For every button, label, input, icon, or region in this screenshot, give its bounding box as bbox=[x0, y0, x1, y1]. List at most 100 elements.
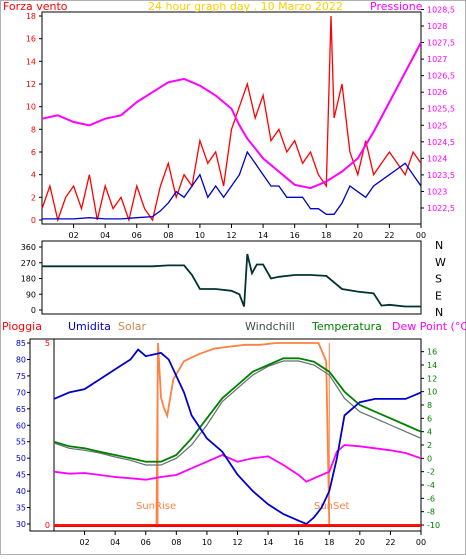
pressure-y-tick-label: 1025 bbox=[427, 121, 447, 130]
windchill-series-line bbox=[53, 360, 422, 466]
pressure-axis-label: Pressione bbox=[370, 0, 423, 13]
humidity-y-tick-label: 85 bbox=[16, 339, 26, 348]
wind-x-tick-label: 04 bbox=[100, 231, 110, 240]
legend-umidita: Umidita bbox=[68, 320, 111, 333]
temperature-y-tick-label: -8 bbox=[427, 508, 435, 517]
sunset-label: SunSet bbox=[314, 501, 350, 512]
compass-label: S bbox=[435, 273, 442, 286]
humidity-y-tick-label: 75 bbox=[16, 372, 26, 381]
chart-title: 24 hour graph day . 10 Marzo 2022 bbox=[148, 0, 343, 13]
wind-x-tick-label: 00 bbox=[416, 231, 426, 240]
temperature-x-tick-label: 10 bbox=[202, 538, 212, 547]
temperature-y-tick-label: 6 bbox=[427, 414, 432, 423]
temperature-y-tick-label: 0 bbox=[427, 454, 432, 463]
pressure-y-tick-label: 1028,5 bbox=[427, 5, 455, 14]
legend-temperatura: Temperatura bbox=[311, 320, 382, 333]
temperature-y-tick-label: 10 bbox=[427, 388, 437, 397]
wind-x-tick-label: 18 bbox=[321, 231, 331, 240]
wind-y-tick-label: 18 bbox=[26, 12, 36, 21]
pressure-y-tick-label: 1022,5 bbox=[427, 204, 455, 213]
direction-y-tick-label: 270 bbox=[21, 259, 36, 268]
wind-pressure-ticks: 0246810121416181022,510231023,510241024,… bbox=[26, 5, 455, 240]
temperature-series bbox=[53, 342, 422, 526]
legend-pioggia: Pioggia bbox=[2, 320, 42, 333]
humidity-series-line bbox=[53, 348, 422, 526]
direction-series bbox=[42, 253, 421, 308]
temperature-x-tick-label: 00 bbox=[416, 538, 426, 547]
temperature-y-tick-label: 4 bbox=[427, 428, 432, 437]
temperature-y-tick-label: -6 bbox=[427, 494, 435, 503]
wind-y-tick-label: 10 bbox=[26, 103, 36, 112]
temperature-x-tick-label: 18 bbox=[324, 538, 334, 547]
humidity-y-tick-label: 35 bbox=[16, 504, 26, 513]
humidity-y-tick-label: 45 bbox=[16, 471, 26, 480]
pressure-series-line bbox=[41, 42, 422, 190]
direction-series-line bbox=[42, 253, 421, 308]
direction-y-tick-label: 0 bbox=[31, 306, 36, 315]
wind-y-tick-label: 4 bbox=[31, 171, 36, 180]
compass-label: W bbox=[435, 256, 446, 269]
temperature-x-tick-label: 08 bbox=[171, 538, 181, 547]
temperature-y-tick-label: 2 bbox=[427, 441, 432, 450]
wind-y-tick-label: 0 bbox=[31, 216, 36, 225]
wind-y-tick-label: 12 bbox=[26, 80, 36, 89]
direction-y-tick-label: 180 bbox=[21, 275, 36, 284]
pioggia-y-tick-label: 5 bbox=[45, 339, 50, 348]
legend-windchill: Windchill bbox=[245, 320, 295, 333]
wind-x-tick-label: 06 bbox=[132, 231, 142, 240]
wind-x-tick-label: 14 bbox=[258, 231, 268, 240]
pressure-y-tick-label: 1026,5 bbox=[427, 72, 455, 81]
temperature-x-tick-label: 14 bbox=[263, 538, 273, 547]
pressure-y-tick-label: 1023 bbox=[427, 187, 447, 196]
temperature-x-tick-label: 04 bbox=[110, 538, 120, 547]
humidity-y-tick-label: 80 bbox=[16, 355, 26, 364]
temperature-x-tick-label: 16 bbox=[294, 538, 304, 547]
temperature-y-tick-label: 8 bbox=[427, 401, 432, 410]
wind-x-tick-label: 20 bbox=[353, 231, 363, 240]
pressure-y-tick-label: 1026 bbox=[427, 88, 447, 97]
temperature-y-tick-label: -10 bbox=[427, 521, 440, 530]
wind-y-tick-label: 6 bbox=[31, 148, 36, 157]
wind-x-tick-label: 22 bbox=[384, 231, 394, 240]
humidity-y-tick-label: 30 bbox=[16, 520, 26, 529]
compass-label: N bbox=[435, 239, 443, 252]
temperature-x-tick-label: 22 bbox=[385, 538, 395, 547]
legend-dew-point: Dew Point (°C) bbox=[392, 320, 466, 333]
compass-label: E bbox=[435, 289, 442, 302]
direction-plot-frame bbox=[41, 240, 422, 315]
wind-pressure-series bbox=[41, 15, 422, 223]
temperature-x-tick-label: 02 bbox=[79, 538, 89, 547]
pioggia-y-tick-label: 0 bbox=[45, 521, 50, 530]
pressure-y-tick-label: 1027 bbox=[427, 55, 447, 64]
wind-x-tick-label: 02 bbox=[68, 231, 78, 240]
pressure-y-tick-label: 1023,5 bbox=[427, 171, 455, 180]
wind-x-tick-label: 08 bbox=[163, 231, 173, 240]
wind-pressure-panel: Forza vento 24 hour graph day . 10 Marzo… bbox=[3, 0, 455, 240]
legend-solar: Solar bbox=[118, 320, 147, 333]
humidity-y-tick-label: 60 bbox=[16, 421, 26, 430]
temperature-panel: Pioggia Umidita Solar Windchill Temperat… bbox=[2, 320, 466, 547]
wind-x-tick-label: 12 bbox=[226, 231, 236, 240]
humidity-y-tick-label: 55 bbox=[16, 438, 26, 447]
temperature-y-tick-label: -2 bbox=[427, 468, 435, 477]
temperature-y-tick-label: 16 bbox=[427, 348, 437, 357]
wind-axis-label: Forza vento bbox=[3, 0, 68, 13]
direction-y-tick-label: 360 bbox=[21, 243, 36, 252]
temperature-x-tick-label: 20 bbox=[355, 538, 365, 547]
temperature-y-tick-label: 12 bbox=[427, 374, 437, 383]
pressure-y-tick-label: 1024,5 bbox=[427, 138, 455, 147]
direction-y-tick-label: 90 bbox=[26, 290, 36, 299]
temperature-x-tick-label: 12 bbox=[232, 538, 242, 547]
temperature-series-line bbox=[53, 357, 422, 463]
temperature-plot-frame bbox=[29, 338, 422, 532]
pressure-y-tick-label: 1024 bbox=[427, 154, 447, 163]
wind-x-tick-label: 16 bbox=[290, 231, 300, 240]
temperature-y-tick-label: -4 bbox=[427, 481, 435, 490]
pressure-y-tick-label: 1028 bbox=[427, 22, 447, 31]
temperature-y-tick-label: 14 bbox=[427, 361, 437, 370]
humidity-y-tick-label: 70 bbox=[16, 388, 26, 397]
pressure-y-tick-label: 1027,5 bbox=[427, 39, 455, 48]
